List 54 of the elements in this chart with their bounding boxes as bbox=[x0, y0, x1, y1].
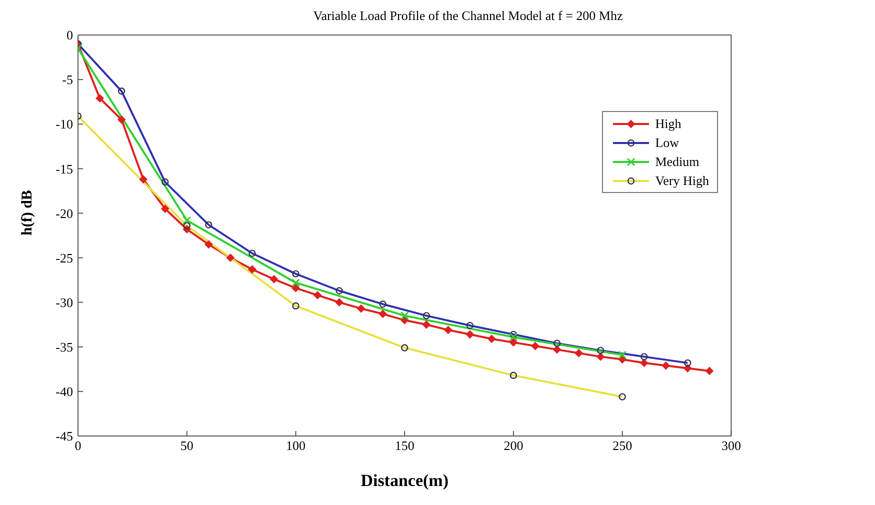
point bbox=[509, 332, 518, 342]
x-tick-label: 100 bbox=[286, 438, 306, 454]
point bbox=[96, 94, 104, 102]
y-tick-label: -10 bbox=[56, 116, 73, 132]
y-tick-label: -30 bbox=[56, 294, 73, 310]
point bbox=[531, 342, 540, 350]
point bbox=[378, 310, 387, 318]
point bbox=[335, 298, 344, 306]
point bbox=[270, 275, 278, 284]
point bbox=[662, 362, 670, 370]
point bbox=[248, 265, 256, 274]
y-tick-label: -20 bbox=[56, 206, 73, 221]
y-tick-label: 0 bbox=[66, 28, 73, 43]
x-axis-title: Distance(m) bbox=[360, 471, 449, 490]
point bbox=[204, 240, 213, 248]
point bbox=[422, 320, 430, 329]
point bbox=[684, 364, 692, 372]
y-axis-title: h(f) dB bbox=[19, 190, 36, 236]
point bbox=[139, 175, 148, 184]
point bbox=[574, 349, 583, 358]
legend-label: Medium bbox=[655, 154, 700, 170]
y-tick-label: -35 bbox=[56, 340, 73, 355]
point bbox=[488, 334, 496, 343]
point bbox=[118, 116, 126, 124]
legend-label: High bbox=[655, 116, 682, 132]
point bbox=[553, 346, 562, 354]
point bbox=[596, 352, 605, 361]
point bbox=[357, 304, 366, 313]
point bbox=[161, 204, 170, 213]
point bbox=[314, 291, 322, 300]
chart-title: Variable Load Profile of the Channel Model at f = 200 Mhz bbox=[312, 8, 624, 25]
point bbox=[400, 311, 409, 320]
point bbox=[182, 216, 192, 225]
point bbox=[444, 326, 452, 334]
point bbox=[618, 350, 627, 360]
x-tick-label: 150 bbox=[394, 438, 414, 454]
y-tick-label: -40 bbox=[56, 384, 73, 400]
point bbox=[292, 284, 300, 292]
y-tick-label: -15 bbox=[56, 161, 73, 176]
point bbox=[509, 338, 518, 346]
point bbox=[640, 358, 648, 367]
point bbox=[226, 254, 234, 262]
point bbox=[291, 278, 300, 287]
y-tick-label: -25 bbox=[56, 250, 73, 266]
legend-label: Very High bbox=[655, 172, 709, 188]
legend-label: Low bbox=[655, 134, 680, 150]
y-tick-label: -45 bbox=[56, 428, 73, 444]
point bbox=[466, 330, 474, 338]
y-tick-label: -5 bbox=[62, 72, 73, 88]
x-tick-label: 200 bbox=[504, 438, 524, 454]
x-tick-label: 50 bbox=[180, 438, 194, 454]
point bbox=[705, 366, 714, 375]
x-tick-label: 250 bbox=[612, 438, 632, 454]
x-tick-label: 300 bbox=[721, 438, 741, 454]
